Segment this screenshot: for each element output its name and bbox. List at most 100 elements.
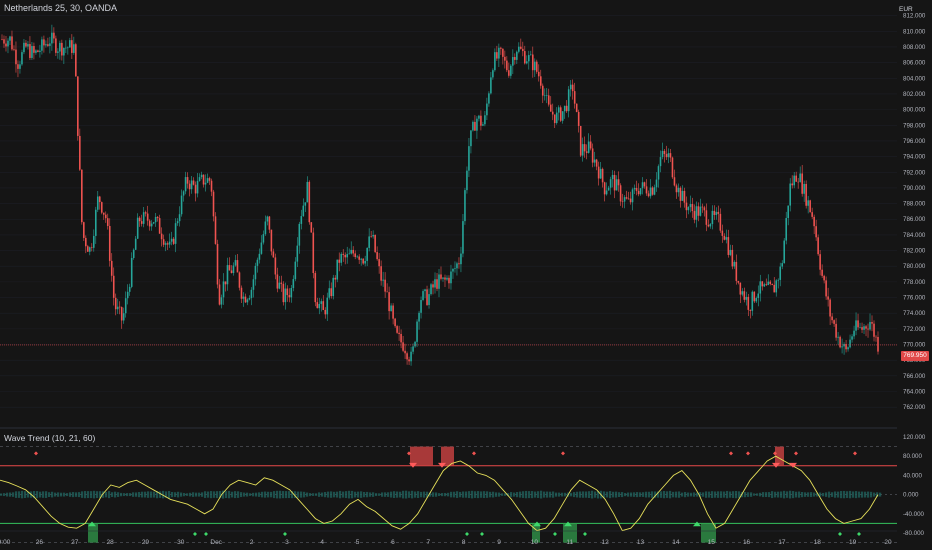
candle-body [398, 332, 400, 334]
candle-body [364, 260, 366, 264]
histogram-bar [171, 492, 174, 498]
histogram-bar [813, 492, 816, 497]
histogram-bar [180, 492, 183, 497]
candle-body [721, 230, 724, 236]
histogram-bar [654, 491, 657, 498]
candle-body [559, 107, 562, 121]
candle-body [805, 183, 807, 206]
histogram-bar [765, 492, 768, 498]
candle-body [733, 261, 736, 267]
histogram-bar [828, 491, 831, 498]
candle-body [873, 323, 875, 337]
time-axis[interactable]: 9:00 26 27 28 29 30 Dec 2 3 4 5 6 7 8 9 10 11 12 13 14 15 16 1… [0, 530, 897, 546]
histogram-bar [804, 492, 807, 497]
candle-body [707, 224, 710, 227]
indicator-axis[interactable]: 120.000 80.000 40.000 0.000 -40.000 -80.000 [903, 434, 926, 537]
sell-diamond-icon [773, 451, 777, 456]
candle-body [250, 289, 253, 299]
histogram-bar [378, 493, 381, 496]
candle-body [609, 179, 612, 188]
histogram-bar [492, 491, 495, 498]
candle-body [85, 237, 87, 247]
price-axis[interactable]: 812.000 810.000 808.000 806.000 804.000 802.0… [903, 13, 926, 412]
histogram-bar [792, 491, 795, 499]
candle-body [154, 216, 157, 223]
histogram-bar [72, 492, 75, 498]
candle-body [793, 175, 795, 186]
buy-arrow-icon [693, 521, 701, 527]
histogram-bar [414, 491, 417, 498]
histogram-bar [561, 492, 564, 497]
histogram-bar [393, 491, 396, 499]
candle-body [669, 153, 672, 158]
candle-body [5, 43, 7, 47]
candle-body [655, 179, 658, 188]
candle-body [282, 283, 285, 303]
histogram-bar [855, 491, 858, 499]
candle-body [773, 284, 776, 293]
candle-body [569, 84, 572, 90]
candlestick-series [1, 24, 879, 366]
candle-body [262, 234, 265, 243]
candle-body [172, 238, 175, 244]
histogram-bar [291, 491, 294, 499]
price-tick-label: 792.000 [903, 169, 926, 176]
candle-body [318, 303, 321, 309]
time-tick-label: 20 [884, 539, 892, 546]
candle-body [228, 265, 231, 271]
candle-body [88, 247, 91, 252]
histogram-bar [438, 493, 441, 497]
indicator-pane [0, 446, 897, 543]
candle-body [164, 243, 167, 245]
histogram-bar [387, 492, 390, 497]
candle-body [619, 185, 622, 202]
price-tick-label: 802.000 [903, 91, 926, 98]
candle-body [49, 43, 51, 46]
candle-body [248, 298, 251, 300]
candle-body [593, 159, 596, 163]
candle-body [1, 39, 3, 40]
histogram-bar [840, 491, 843, 499]
candle-body [33, 46, 35, 53]
candle-body [156, 216, 159, 219]
oversold-zone [532, 523, 540, 543]
time-tick-label: 6 [391, 539, 395, 546]
candle-body [194, 184, 197, 194]
histogram-bar [6, 492, 9, 497]
candle-body [833, 320, 835, 324]
indicator-tick-label: -40.000 [903, 511, 925, 518]
price-tick-label: 780.000 [903, 263, 926, 270]
candle-body [577, 111, 580, 126]
histogram-bar [555, 492, 558, 497]
candle-body [456, 263, 458, 269]
candle-body [306, 181, 309, 203]
histogram-bar [852, 491, 855, 498]
candle-body [693, 211, 696, 220]
candle-body [490, 77, 492, 94]
candle-body [533, 61, 536, 71]
candle-body [238, 272, 241, 288]
oversold-zone [701, 523, 716, 543]
histogram-bar [27, 491, 30, 498]
histogram-bar [495, 492, 498, 497]
candle-body [430, 284, 432, 295]
histogram-bar [816, 492, 819, 497]
candle-body [384, 279, 386, 292]
histogram-bar [225, 491, 228, 499]
histogram-bar [837, 491, 840, 498]
candle-body [150, 223, 153, 227]
time-tick-label: 9:00 [0, 539, 11, 546]
indicator-title[interactable]: Wave Trend (10, 21, 60) [4, 433, 96, 443]
candle-body [116, 306, 119, 310]
indicator-tick-label: 120.000 [903, 434, 926, 441]
candle-body [478, 115, 480, 119]
candle-body [813, 216, 815, 227]
time-tick-label: 4 [320, 539, 324, 546]
candle-body [7, 40, 9, 47]
candle-body [444, 277, 446, 280]
histogram-bar [231, 491, 234, 498]
candle-body [270, 229, 273, 252]
candle-body [807, 200, 809, 206]
buy-arrow-icon [88, 521, 96, 527]
